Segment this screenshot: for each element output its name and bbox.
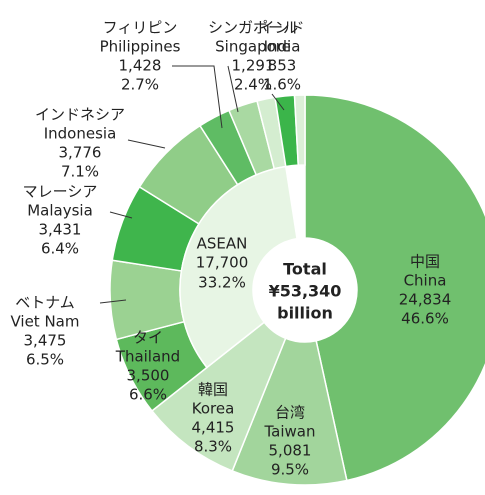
inner-value: 17,700 [196,254,249,272]
segment-label: 8.3% [194,438,232,456]
segment-label: 台湾 [275,404,305,422]
segment-label: タイ [133,329,163,347]
leader-line [271,93,285,111]
center-label: Total [283,260,327,279]
segment-label: 6.5% [26,351,64,369]
segment-label: 853 [268,57,297,75]
segment-label: 3,431 [39,221,82,239]
segment-label: 4,415 [192,419,235,437]
segment-label: Korea [192,400,235,418]
inner-share: 33.2% [198,274,246,292]
leader-line [99,299,127,304]
leader-line [227,65,239,113]
segment-label: Philippines [100,38,181,56]
segment-label: Viet Nam [10,313,79,331]
segment-label: 24,834 [399,291,452,309]
center-label: billion [277,304,333,323]
leader-line [127,139,166,149]
segment-label: 2.4% [234,76,272,94]
center-hole [253,238,357,342]
segment-label: 3,475 [24,332,67,350]
segment-label: 3,500 [127,367,170,385]
segment-label: 7.1% [61,163,99,181]
segment-label: 6.4% [41,240,79,258]
segment-label: フィリピン [103,19,178,37]
segment-label: 46.6% [401,310,449,328]
segment-label: 1.6% [263,76,301,94]
segment-label: Indonesia [44,125,117,143]
segment-label: 6.6% [129,386,167,404]
segment-label: 5,081 [269,442,312,460]
segment-label: 9.5% [271,461,309,479]
segment-label: 1,291 [232,57,275,75]
segment-label: India [264,38,301,56]
segment-label: Thailand [115,348,180,366]
inner-label: ASEAN [197,235,248,253]
segment-label: ベトナム [15,294,75,312]
segment-label: Taiwan [263,423,315,441]
segment-label: シンガポール [208,19,298,37]
segment-label: 1,428 [119,57,162,75]
center-label: ¥53,340 [269,282,342,301]
segment-label: マレーシア [23,183,98,201]
segment-label: Malaysia [27,202,93,220]
segment-label: 2.7% [121,76,159,94]
segment-label: 3,776 [59,144,102,162]
segment-label: Singapore [215,38,291,56]
donut-segment [293,94,306,166]
segment-label: 韓国 [198,381,228,399]
segment-label: 中国 [410,253,440,271]
segment-label: インド [259,19,304,37]
leader-line [172,65,223,129]
leader-line [109,211,133,219]
segment-label: インドネシア [35,106,125,124]
segment-label: China [404,272,447,290]
